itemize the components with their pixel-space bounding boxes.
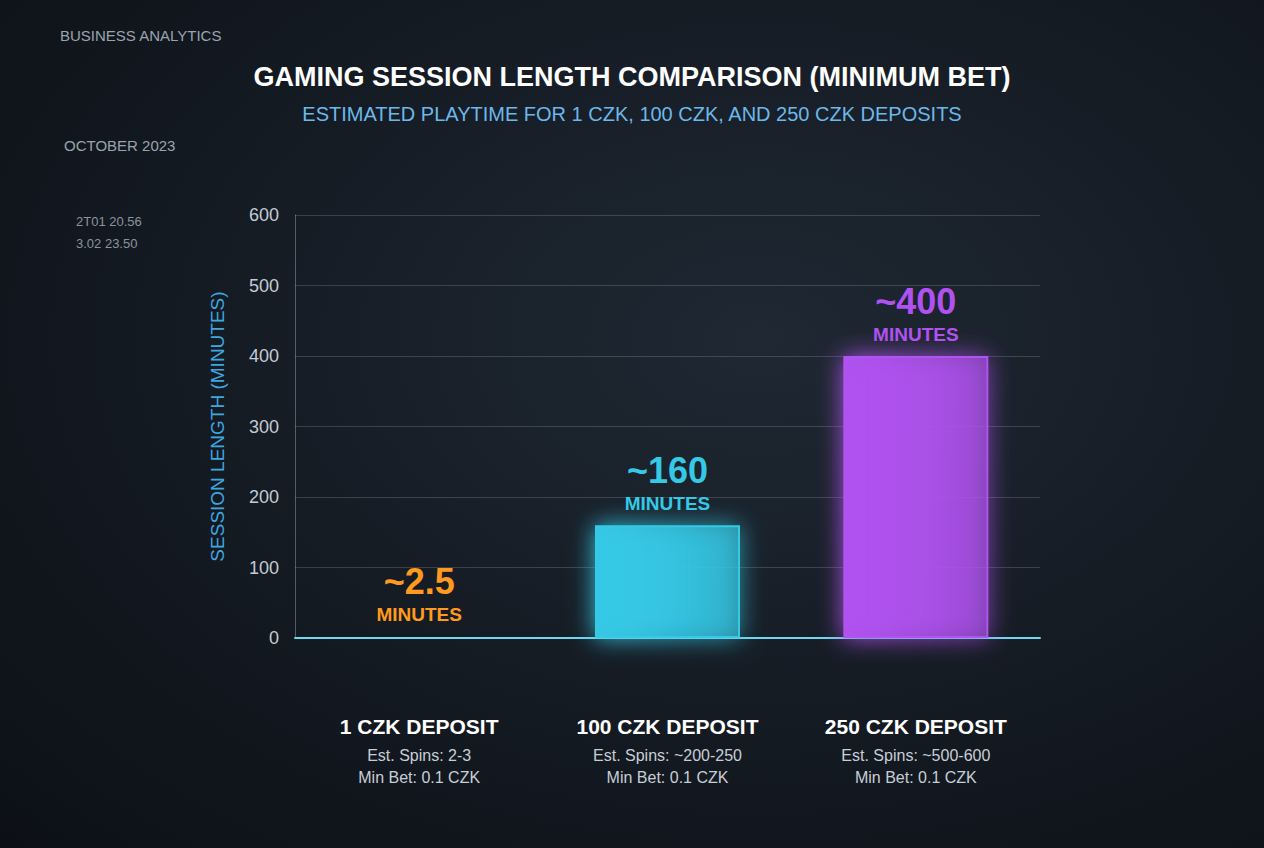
svg-text:~400: ~400 [875, 281, 956, 322]
svg-text:Min Bet: 0.1 CZK: Min Bet: 0.1 CZK [358, 769, 480, 786]
svg-text:MINUTES: MINUTES [376, 604, 462, 625]
svg-text:Est. Spins: ~500-600: Est. Spins: ~500-600 [841, 747, 990, 764]
svg-text:Min Bet: 0.1 CZK: Min Bet: 0.1 CZK [607, 769, 729, 786]
svg-text:200: 200 [249, 487, 279, 507]
svg-text:SESSION LENGTH (MINUTES): SESSION LENGTH (MINUTES) [207, 291, 228, 561]
svg-text:OCTOBER 2023: OCTOBER 2023 [64, 137, 175, 154]
svg-text:ESTIMATED PLAYTIME FOR 1 CZK,: ESTIMATED PLAYTIME FOR 1 CZK, 100 CZK, A… [302, 103, 961, 125]
svg-text:600: 600 [249, 205, 279, 225]
svg-text:~160: ~160 [627, 450, 708, 491]
svg-text:100 CZK DEPOSIT: 100 CZK DEPOSIT [576, 715, 758, 738]
svg-text:~2.5: ~2.5 [384, 561, 455, 602]
svg-text:MINUTES: MINUTES [873, 324, 959, 345]
svg-text:100: 100 [249, 558, 279, 578]
svg-text:500: 500 [249, 276, 279, 296]
svg-text:MINUTES: MINUTES [625, 493, 711, 514]
svg-text:250 CZK DEPOSIT: 250 CZK DEPOSIT [825, 715, 1007, 738]
svg-text:3.02 23.50: 3.02 23.50 [76, 236, 137, 251]
svg-text:GAMING SESSION LENGTH COMPARIS: GAMING SESSION LENGTH COMPARISON (MINIMU… [254, 62, 1011, 92]
svg-text:Est. Spins: ~200-250: Est. Spins: ~200-250 [593, 747, 742, 764]
svg-text:2T01 20.56: 2T01 20.56 [76, 214, 142, 229]
svg-text:Min Bet: 0.1 CZK: Min Bet: 0.1 CZK [855, 769, 977, 786]
svg-text:300: 300 [249, 417, 279, 437]
svg-text:400: 400 [249, 346, 279, 366]
svg-text:Est. Spins: 2-3: Est. Spins: 2-3 [367, 747, 471, 764]
svg-text:BUSINESS ANALYTICS: BUSINESS ANALYTICS [60, 27, 221, 44]
svg-text:0: 0 [269, 628, 279, 648]
svg-text:1 CZK DEPOSIT: 1 CZK DEPOSIT [340, 715, 499, 738]
